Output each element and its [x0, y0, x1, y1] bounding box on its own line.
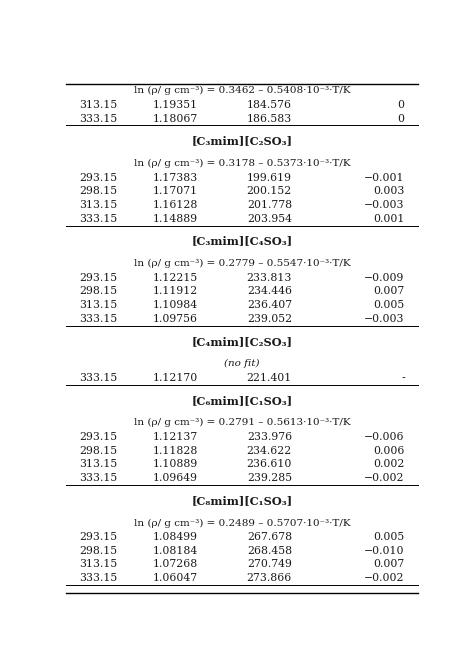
- Text: 313.15: 313.15: [79, 460, 118, 470]
- Text: (no fit): (no fit): [224, 360, 260, 368]
- Text: ln (ρ/ g cm⁻³) = 0.3462 – 0.5408·10⁻³·T/K: ln (ρ/ g cm⁻³) = 0.3462 – 0.5408·10⁻³·T/…: [134, 86, 350, 95]
- Text: 273.866: 273.866: [247, 573, 292, 583]
- Text: −0.003: −0.003: [364, 314, 405, 324]
- Text: 234.622: 234.622: [247, 446, 292, 456]
- Text: 333.15: 333.15: [79, 314, 118, 324]
- Text: 313.15: 313.15: [79, 200, 118, 210]
- Text: 1.09756: 1.09756: [152, 314, 197, 324]
- Text: 333.15: 333.15: [79, 113, 118, 123]
- Text: 313.15: 313.15: [79, 300, 118, 310]
- Text: 313.15: 313.15: [79, 560, 118, 570]
- Text: ln (ρ/ g cm⁻³) = 0.2791 – 0.5613·10⁻³·T/K: ln (ρ/ g cm⁻³) = 0.2791 – 0.5613·10⁻³·T/…: [134, 418, 350, 428]
- Text: 233.813: 233.813: [247, 273, 292, 283]
- Text: 1.12137: 1.12137: [152, 432, 197, 442]
- Text: 1.12170: 1.12170: [152, 373, 197, 383]
- Text: 298.15: 298.15: [79, 286, 117, 296]
- Text: 0.002: 0.002: [373, 460, 405, 470]
- Text: 200.152: 200.152: [247, 186, 292, 196]
- Text: 0.007: 0.007: [373, 286, 405, 296]
- Text: 0.003: 0.003: [373, 186, 405, 196]
- Text: [C₃mim][C₄SO₃]: [C₃mim][C₄SO₃]: [191, 235, 293, 247]
- Text: 1.10889: 1.10889: [152, 460, 197, 470]
- Text: 203.954: 203.954: [247, 213, 292, 223]
- Text: 0.006: 0.006: [373, 446, 405, 456]
- Text: 333.15: 333.15: [79, 473, 118, 483]
- Text: 221.401: 221.401: [247, 373, 292, 383]
- Text: 1.12215: 1.12215: [152, 273, 197, 283]
- Text: −0.002: −0.002: [364, 573, 405, 583]
- Text: 1.14889: 1.14889: [152, 213, 197, 223]
- Text: −0.003: −0.003: [364, 200, 405, 210]
- Text: 1.07268: 1.07268: [152, 560, 197, 570]
- Text: [C₈mim][C₁SO₃]: [C₈mim][C₁SO₃]: [191, 495, 293, 506]
- Text: 1.17071: 1.17071: [152, 186, 197, 196]
- Text: 199.619: 199.619: [247, 173, 292, 183]
- Text: −0.006: −0.006: [364, 432, 405, 442]
- Text: -: -: [401, 373, 405, 383]
- Text: 298.15: 298.15: [79, 546, 117, 556]
- Text: 1.18067: 1.18067: [152, 113, 197, 123]
- Text: −0.009: −0.009: [364, 273, 405, 283]
- Text: 186.583: 186.583: [247, 113, 292, 123]
- Text: −0.002: −0.002: [364, 473, 405, 483]
- Text: ln (ρ/ g cm⁻³) = 0.2489 – 0.5707·10⁻³·T/K: ln (ρ/ g cm⁻³) = 0.2489 – 0.5707·10⁻³·T/…: [134, 518, 350, 528]
- Text: 0.005: 0.005: [373, 300, 405, 310]
- Text: 0: 0: [398, 113, 405, 123]
- Text: 270.749: 270.749: [247, 560, 292, 570]
- Text: 1.16128: 1.16128: [152, 200, 198, 210]
- Text: 1.06047: 1.06047: [152, 573, 197, 583]
- Text: ln (ρ/ g cm⁻³) = 0.2779 – 0.5547·10⁻³·T/K: ln (ρ/ g cm⁻³) = 0.2779 – 0.5547·10⁻³·T/…: [134, 259, 350, 268]
- Text: 1.11828: 1.11828: [152, 446, 198, 456]
- Text: 236.610: 236.610: [247, 460, 292, 470]
- Text: −0.001: −0.001: [364, 173, 405, 183]
- Text: 234.446: 234.446: [247, 286, 292, 296]
- Text: [C₄mim][C₂SO₃]: [C₄mim][C₂SO₃]: [192, 336, 292, 347]
- Text: 333.15: 333.15: [79, 573, 118, 583]
- Text: 0.005: 0.005: [373, 532, 405, 542]
- Text: 293.15: 293.15: [79, 273, 117, 283]
- Text: 1.17383: 1.17383: [152, 173, 197, 183]
- Text: 1.09649: 1.09649: [152, 473, 197, 483]
- Text: ln (ρ/ g cm⁻³) = 0.3178 – 0.5373·10⁻³·T/K: ln (ρ/ g cm⁻³) = 0.3178 – 0.5373·10⁻³·T/…: [134, 159, 350, 168]
- Text: 293.15: 293.15: [79, 432, 117, 442]
- Text: 184.576: 184.576: [247, 100, 292, 110]
- Text: 298.15: 298.15: [79, 446, 117, 456]
- Text: 293.15: 293.15: [79, 532, 117, 542]
- Text: 267.678: 267.678: [247, 532, 292, 542]
- Text: 268.458: 268.458: [247, 546, 292, 556]
- Text: 1.10984: 1.10984: [152, 300, 197, 310]
- Text: 201.778: 201.778: [247, 200, 292, 210]
- Text: 236.407: 236.407: [247, 300, 292, 310]
- Text: 333.15: 333.15: [79, 373, 118, 383]
- Text: [C₆mim][C₁SO₃]: [C₆mim][C₁SO₃]: [191, 395, 293, 406]
- Text: 0: 0: [398, 100, 405, 110]
- Text: 1.08184: 1.08184: [152, 546, 197, 556]
- Text: 333.15: 333.15: [79, 213, 118, 223]
- Text: 0.007: 0.007: [373, 560, 405, 570]
- Text: 239.052: 239.052: [247, 314, 292, 324]
- Text: 239.285: 239.285: [247, 473, 292, 483]
- Text: 1.08499: 1.08499: [152, 532, 197, 542]
- Text: 298.15: 298.15: [79, 186, 117, 196]
- Text: 233.976: 233.976: [247, 432, 292, 442]
- Text: 0.001: 0.001: [373, 213, 405, 223]
- Text: 1.19351: 1.19351: [152, 100, 197, 110]
- Text: 293.15: 293.15: [79, 173, 117, 183]
- Text: 313.15: 313.15: [79, 100, 118, 110]
- Text: −0.010: −0.010: [364, 546, 405, 556]
- Text: [C₃mim][C₂SO₃]: [C₃mim][C₂SO₃]: [192, 135, 292, 147]
- Text: 1.11912: 1.11912: [152, 286, 197, 296]
